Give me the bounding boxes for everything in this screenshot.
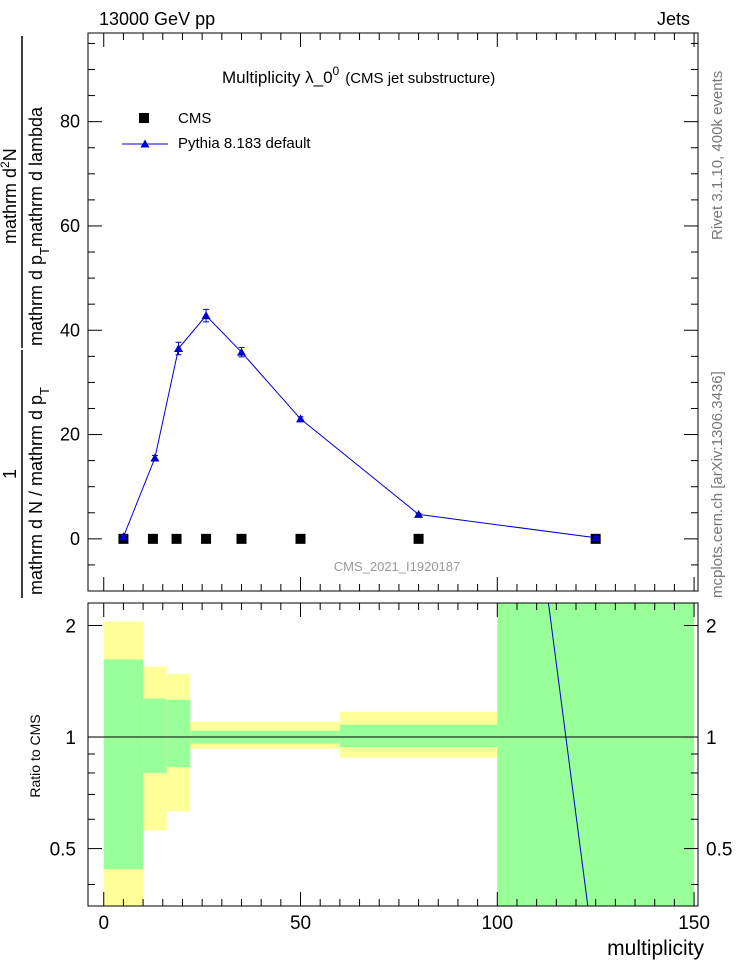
ratio-y-tick-label: 1: [65, 728, 76, 749]
ratio-inner-band: [166, 699, 191, 768]
ratio-uncertainty-bands: [103, 603, 695, 906]
ylabel-fraction-denominator: mathrm d pTmathrm d lambda: [26, 106, 52, 346]
pythia-data-point: [201, 311, 211, 320]
legend-label-cms: CMS: [178, 110, 211, 127]
cms-data-point: [295, 533, 306, 544]
main-frame: [87, 32, 699, 592]
pythia-data-point: [591, 533, 601, 542]
cms-data-point: [201, 533, 212, 544]
x-axis-label: multiplicity: [607, 937, 704, 960]
chart-title: Multiplicity λ_00 (CMS jet substructure): [222, 64, 495, 87]
ylabel-prefactor-denominator: mathrm d N / mathrm d pT: [26, 387, 52, 595]
ylabel-fraction-numerator: mathrm d2N: [0, 148, 20, 244]
x-tick-label: 100: [481, 913, 513, 934]
legend-marker-cms: [139, 113, 149, 123]
pythia-data-point: [414, 509, 424, 518]
ylabel-fraction-numerator-sup: 2: [0, 161, 12, 168]
x-tick-label: 0: [98, 913, 109, 934]
pythia-data-point: [174, 344, 184, 353]
main-y-tick-label: 20: [60, 425, 80, 445]
pythia-data-point: [236, 347, 246, 356]
mcplots-label: mcplots.cern.ch [arXiv:1306.3436]: [709, 371, 726, 598]
chart-title-superscript: 0: [333, 64, 340, 78]
ylabel-fraction-denominator-sub: T: [37, 247, 52, 255]
ratio-y-tick-label-right: 0.5: [706, 840, 732, 861]
pythia-series-line: [122, 314, 596, 539]
ratio-y-axis-label: Ratio to CMS: [27, 714, 43, 797]
ratio-inner-band: [339, 724, 498, 748]
legend-marker-pythia: [140, 139, 150, 148]
ylabel-fraction-denominator-text: mathrm d p: [26, 255, 46, 346]
main-y-axis: 0 20 40 60 80: [60, 42, 698, 592]
main-x-axis: [103, 33, 695, 591]
ylabel-fraction-numerator-tail: N: [0, 148, 20, 161]
ratio-frame: [87, 602, 699, 907]
ratio-y-tick-label-right: 2: [706, 616, 717, 637]
ylabel-prefactor-denominator-sub: T: [37, 387, 52, 395]
main-y-tick-label: 60: [60, 216, 80, 236]
cms-data-point: [147, 533, 158, 544]
pythia-data-point: [296, 414, 306, 423]
ratio-y-tick-label: 0.5: [50, 840, 76, 861]
cms-data-point: [236, 533, 247, 544]
chart-title-main: Multiplicity λ_0: [222, 68, 333, 87]
ratio-panel: 0.5 0.5 1 1 2 2 0 50 100 150 Ratio to CMS multip…: [27, 602, 732, 960]
ratio-inner-band: [103, 659, 144, 870]
header-right-label: Jets: [657, 9, 690, 29]
main-y-axis-label: 1 mathrm d N / mathrm d pT mathrm d2N ma…: [0, 36, 52, 598]
ratio-y-tick-label-right: 1: [706, 728, 717, 749]
ratio-pythia-line: [547, 602, 589, 907]
main-y-tick-label: 40: [60, 320, 80, 340]
legend-label-pythia: Pythia 8.183 default: [178, 135, 311, 152]
ratio-y-tick-label: 2: [65, 616, 76, 637]
header-left-label: 13000 GeV pp: [99, 9, 215, 29]
pythia-data-point: [118, 532, 128, 541]
rivet-label: Rivet 3.1.10, 400k events: [709, 71, 726, 240]
main-y-tick-label: 80: [60, 112, 80, 132]
ratio-inner-band: [143, 698, 167, 773]
chart-title-subtitle: (CMS jet substructure): [345, 70, 495, 87]
x-tick-label: 50: [290, 913, 311, 934]
x-tick-label: 150: [678, 913, 710, 934]
legend: CMS Pythia 8.183 default: [122, 110, 311, 152]
ylabel-fraction-numerator-text: mathrm d: [0, 168, 20, 244]
ylabel-prefactor-denominator-text: mathrm d N / mathrm d p: [26, 395, 46, 595]
ratio-y-axis: 0.5 0.5 1 1 2 2: [50, 616, 732, 886]
ylabel-fraction-denominator-tail: mathrm d lambda: [26, 106, 46, 247]
analysis-watermark: CMS_2021_I1920187: [334, 559, 461, 574]
ratio-series: [547, 602, 589, 907]
main-series: [118, 308, 601, 544]
cms-data-point: [413, 533, 424, 544]
pythia-data-point: [150, 453, 160, 462]
ratio-inner-band: [497, 603, 695, 906]
ratio-x-axis: 0 50 100 150: [98, 603, 710, 934]
cms-data-point: [171, 533, 182, 544]
ylabel-prefactor-numerator: 1: [0, 469, 20, 479]
main-y-tick-label: 0: [70, 529, 80, 549]
